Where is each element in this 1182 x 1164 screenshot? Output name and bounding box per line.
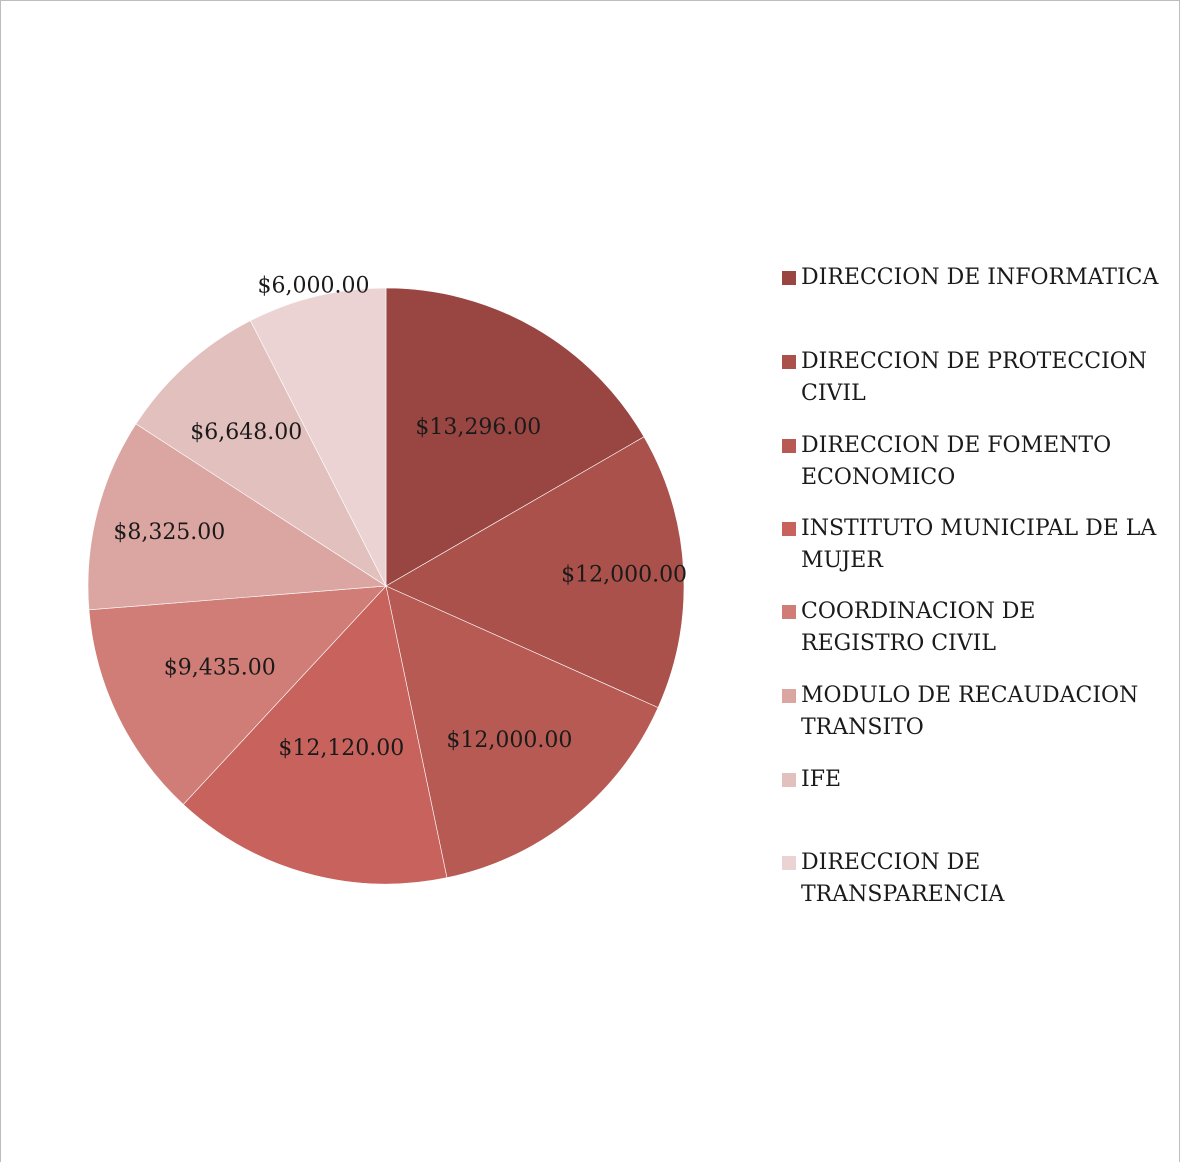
legend-label: COORDINACION DE REGISTRO CIVIL — [801, 599, 1036, 656]
legend-swatch — [782, 689, 796, 703]
slice-value-label: $13,296.00 — [415, 415, 541, 440]
legend-item: IFE — [782, 764, 1161, 796]
pie-slices — [87, 287, 685, 885]
slice-value-label: $12,000.00 — [446, 728, 572, 753]
legend-label: MODULO DE RECAUDACION TRANSITO — [801, 683, 1139, 740]
legend-label: DIRECCION DE FOMENTO ECONOMICO — [801, 433, 1112, 490]
slice-value-label: $9,435.00 — [164, 656, 276, 681]
slice-value-label: $12,000.00 — [561, 563, 687, 588]
legend-label: INSTITUTO MUNICIPAL DE LA MUJER — [801, 516, 1157, 573]
legend-label: DIRECCION DE TRANSPARENCIA — [801, 850, 1005, 907]
legend-item: DIRECCION DE TRANSPARENCIA — [782, 847, 1161, 911]
legend-item: DIRECCION DE INFORMATICA — [782, 262, 1161, 294]
legend-swatch — [782, 522, 796, 536]
legend-swatch — [782, 856, 796, 870]
pie-slice-5 — [88, 585, 387, 805]
legend-swatch — [782, 605, 796, 619]
pie-slice-8 — [250, 287, 387, 587]
legend-label: DIRECCION DE INFORMATICA — [801, 265, 1159, 290]
legend-label: IFE — [801, 767, 842, 792]
legend-item: DIRECCION DE PROTECCION CIVIL — [782, 346, 1161, 410]
slice-value-label: $8,325.00 — [113, 520, 225, 545]
pie-slice-6 — [87, 423, 387, 611]
pie-slice-7 — [135, 320, 387, 587]
slice-value-label: $6,000.00 — [258, 274, 370, 299]
legend-item: INSTITUTO MUNICIPAL DE LA MUJER — [782, 513, 1161, 577]
pie-slice-2 — [385, 436, 685, 708]
legend-swatch — [782, 439, 796, 453]
legend-swatch — [782, 773, 796, 787]
legend-label: DIRECCION DE PROTECCION CIVIL — [801, 349, 1148, 406]
pie-slice-3 — [385, 585, 659, 879]
slice-value-label: $6,648.00 — [190, 420, 302, 445]
pie-slice-4 — [182, 585, 448, 885]
legend-item: DIRECCION DE FOMENTO ECONOMICO — [782, 430, 1161, 494]
slice-value-label: $12,120.00 — [278, 736, 404, 761]
slice-labels: $13,296.00 $12,000.00 $12,000.00 $12,120.00… — [113, 274, 687, 761]
pie-slice-1 — [385, 287, 645, 587]
legend-item: COORDINACION DE REGISTRO CIVIL — [782, 596, 1161, 660]
legend-swatch — [782, 355, 796, 369]
legend-item: MODULO DE RECAUDACION TRANSITO — [782, 680, 1161, 744]
legend-swatch — [782, 271, 796, 285]
